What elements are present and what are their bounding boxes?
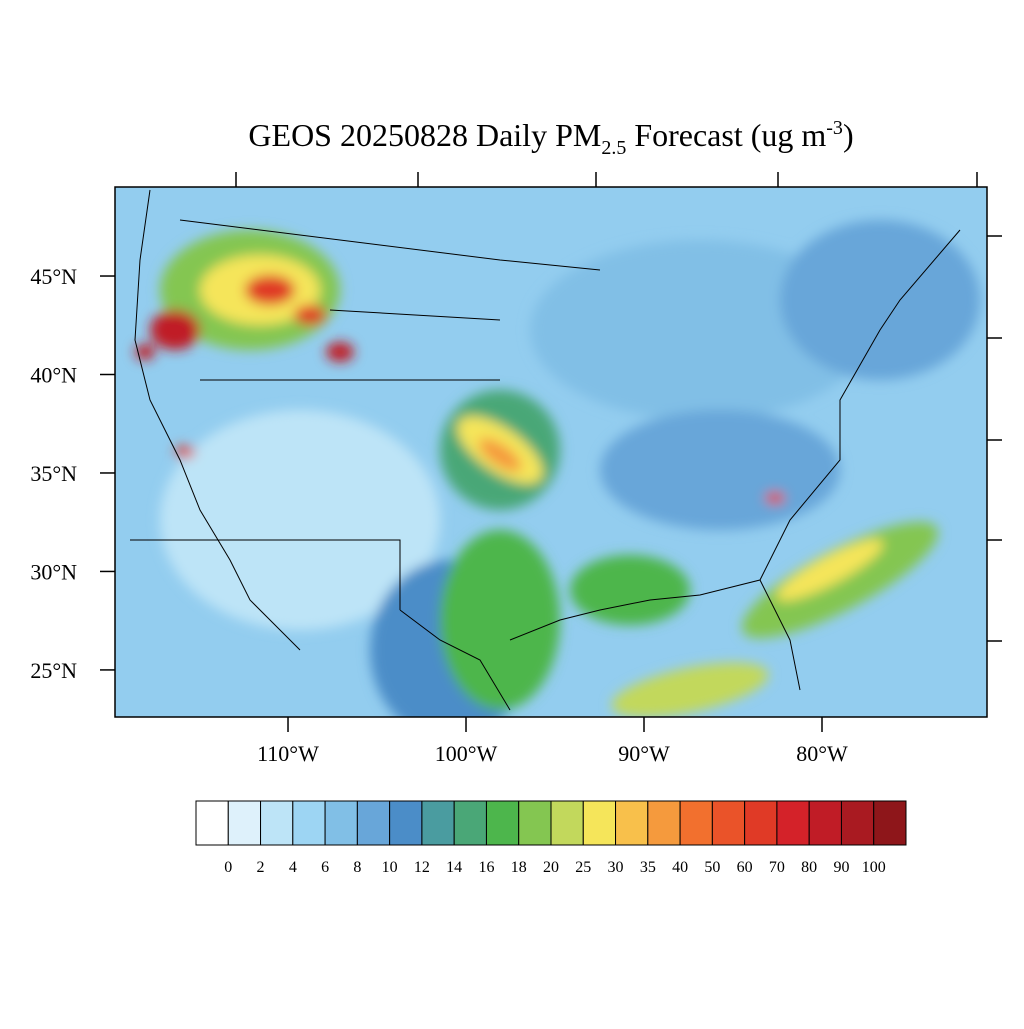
colorbar-label: 70 <box>769 859 785 876</box>
colorbar-label: 16 <box>478 859 494 876</box>
frame-ticks <box>235 172 1002 642</box>
colorbar-box <box>582 800 617 846</box>
colorbar-label: 80 <box>801 859 817 876</box>
y-tick-label: 30°N <box>30 559 77 584</box>
field <box>115 187 987 717</box>
y-tick-label: 40°N <box>30 362 77 387</box>
title-close: ) <box>843 117 854 153</box>
colorbar-label: 8 <box>353 859 361 876</box>
colorbar-label: 90 <box>833 859 849 876</box>
colorbar-label: 6 <box>321 859 329 876</box>
colorbar-label: 20 <box>543 859 559 876</box>
colorbar-label: 10 <box>382 859 398 876</box>
colorbar-box <box>356 800 391 846</box>
colorbar-box <box>324 800 358 846</box>
colorbar-label: 25 <box>575 859 591 876</box>
field-blobs <box>135 220 980 717</box>
colorbar-box <box>518 800 552 846</box>
colorbar-box <box>840 800 875 846</box>
x-tick-label: 100°W <box>435 741 498 766</box>
colorbar-box <box>292 800 326 846</box>
colorbar-box <box>550 800 584 846</box>
colorbar-box <box>615 800 649 846</box>
title-sub: 2.5 <box>601 137 626 159</box>
colorbar-label: 2 <box>257 859 265 876</box>
colorbar-label: 4 <box>289 859 297 876</box>
colorbar-label: 12 <box>414 859 430 876</box>
map-frame <box>114 186 988 718</box>
colorbar-box <box>485 800 520 846</box>
x-tick-label: 80°W <box>796 741 848 766</box>
colorbar-label: 50 <box>704 859 720 876</box>
title-sup: -3 <box>826 117 843 139</box>
colorbar-label: 100 <box>862 859 886 876</box>
colorbar-box <box>744 800 778 846</box>
colorbar-box <box>776 800 810 846</box>
y-tick-label: 45°N <box>30 264 77 289</box>
colorbar-label: 0 <box>224 859 232 876</box>
colorbar-box <box>195 800 229 846</box>
colorbar-label: 14 <box>446 859 462 876</box>
colorbar-box <box>679 800 713 846</box>
colorbar-box <box>227 800 262 846</box>
colorbar-box <box>873 800 907 846</box>
colorbar-label: 30 <box>608 859 624 876</box>
title-rest: Forecast (ug m <box>626 117 826 153</box>
coastlines <box>130 189 961 711</box>
colorbar-box <box>647 800 681 846</box>
colorbar-box <box>421 800 455 846</box>
colorbar-box <box>260 800 294 846</box>
y-tick-label: 25°N <box>30 658 77 683</box>
title-main: GEOS 20250828 Daily PM <box>248 117 601 153</box>
colorbar-box <box>453 800 487 846</box>
title: GEOS 20250828 Daily PM2.5 Forecast (ug m… <box>248 117 853 159</box>
colorbar-box <box>711 800 746 846</box>
y-tick-label: 35°N <box>30 461 77 486</box>
colorbar-label: 18 <box>511 859 527 876</box>
x-tick-label: 110°W <box>257 741 319 766</box>
x-tick-label: 90°W <box>618 741 670 766</box>
colorbar-box <box>389 800 423 846</box>
colorbar-label: 35 <box>640 859 656 876</box>
colorbar-label: 40 <box>672 859 688 876</box>
colorbar-label: 60 <box>737 859 753 876</box>
colorbar-box <box>808 800 842 846</box>
